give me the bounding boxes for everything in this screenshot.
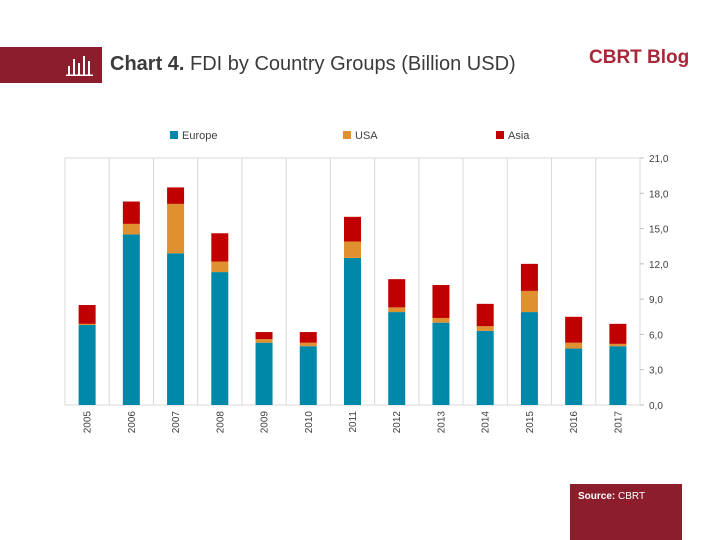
bar-asia-2012: [388, 279, 406, 308]
bar-usa-2008: [211, 261, 229, 273]
bar-usa-2011: [344, 241, 361, 258]
x-tick-label: 2007: [171, 411, 182, 434]
bar-chart-icon: [66, 56, 93, 76]
y-tick-label: 0,0: [649, 401, 663, 412]
bar-asia-2011: [344, 216, 361, 242]
bar-usa-2010: [299, 342, 317, 347]
x-tick-label: 2008: [215, 411, 226, 434]
y-tick-label: 18,0: [649, 189, 669, 200]
bar-asia-2009: [255, 332, 273, 340]
chart-title-text: FDI by Country Groups (Billion USD): [184, 53, 516, 75]
legend-swatch-asia: [496, 131, 504, 139]
bar-europe-2006: [122, 234, 140, 405]
bar-asia-2014: [476, 303, 494, 327]
bar-europe-2016: [565, 348, 583, 405]
bar-usa-2013: [432, 317, 450, 323]
y-tick-label: 15,0: [649, 225, 669, 236]
x-tick-label: 2005: [83, 411, 94, 434]
bar-asia-2007: [167, 187, 185, 204]
x-tick-label: 2015: [525, 411, 536, 434]
bar-usa-2005: [78, 323, 96, 326]
x-tick-label: 2013: [436, 411, 447, 434]
y-tick-label: 21,0: [649, 154, 669, 165]
source-box: Source: CBRT: [570, 484, 682, 540]
bar-asia-2005: [78, 305, 96, 324]
bar-usa-2016: [565, 342, 583, 349]
chart-title-number: Chart 4.: [110, 53, 185, 75]
bar-europe-2009: [255, 342, 273, 405]
legend-swatch-europe: [170, 131, 178, 139]
x-tick-label: 2016: [569, 411, 580, 434]
bar-usa-2006: [122, 223, 140, 235]
bar-europe-2014: [476, 330, 494, 405]
source-value: CBRT: [615, 491, 646, 502]
bar-europe-2011: [344, 257, 361, 405]
x-tick-label: 2006: [127, 411, 138, 434]
x-tick-label: 2012: [392, 411, 403, 434]
bar-usa-2009: [255, 339, 273, 343]
legend-swatch-usa: [343, 131, 351, 139]
legend-label-usa: USA: [355, 130, 378, 142]
legend-label-europe: Europe: [182, 130, 217, 142]
x-tick-label: 2010: [304, 411, 315, 434]
bar-asia-2006: [122, 201, 140, 224]
bar-usa-2014: [476, 326, 494, 331]
y-tick-label: 12,0: [649, 260, 669, 271]
bar-usa-2007: [167, 203, 185, 254]
bar-usa-2012: [388, 307, 406, 313]
bar-europe-2005: [78, 325, 96, 405]
title-band: [0, 47, 102, 83]
x-tick-label: 2009: [260, 411, 271, 434]
bar-europe-2008: [211, 272, 229, 405]
legend-label-asia: Asia: [508, 130, 530, 142]
bar-europe-2015: [520, 312, 538, 405]
y-tick-label: 3,0: [649, 366, 663, 377]
bar-europe-2007: [167, 253, 185, 405]
bar-asia-2017: [609, 323, 627, 344]
x-tick-label: 2017: [613, 411, 624, 434]
bar-usa-2017: [609, 343, 627, 347]
x-tick-label: 2011: [348, 411, 359, 433]
bar-europe-2017: [609, 346, 627, 405]
bar-asia-2013: [432, 285, 450, 318]
bar-usa-2015: [520, 290, 538, 313]
bar-asia-2015: [520, 263, 538, 291]
source-label: Source:: [578, 491, 616, 502]
chart-title: Chart 4. FDI by Country Groups (Billion …: [110, 53, 516, 76]
bar-asia-2016: [565, 316, 583, 343]
y-tick-label: 9,0: [649, 295, 663, 306]
x-tick-label: 2014: [481, 411, 492, 434]
y-tick-label: 6,0: [649, 330, 663, 341]
bar-europe-2013: [432, 322, 450, 405]
brand-logo: CBRT Blog: [589, 47, 690, 68]
bar-europe-2010: [299, 346, 317, 405]
bar-europe-2012: [388, 312, 406, 405]
bar-asia-2008: [211, 233, 229, 262]
bar-asia-2010: [299, 332, 317, 343]
